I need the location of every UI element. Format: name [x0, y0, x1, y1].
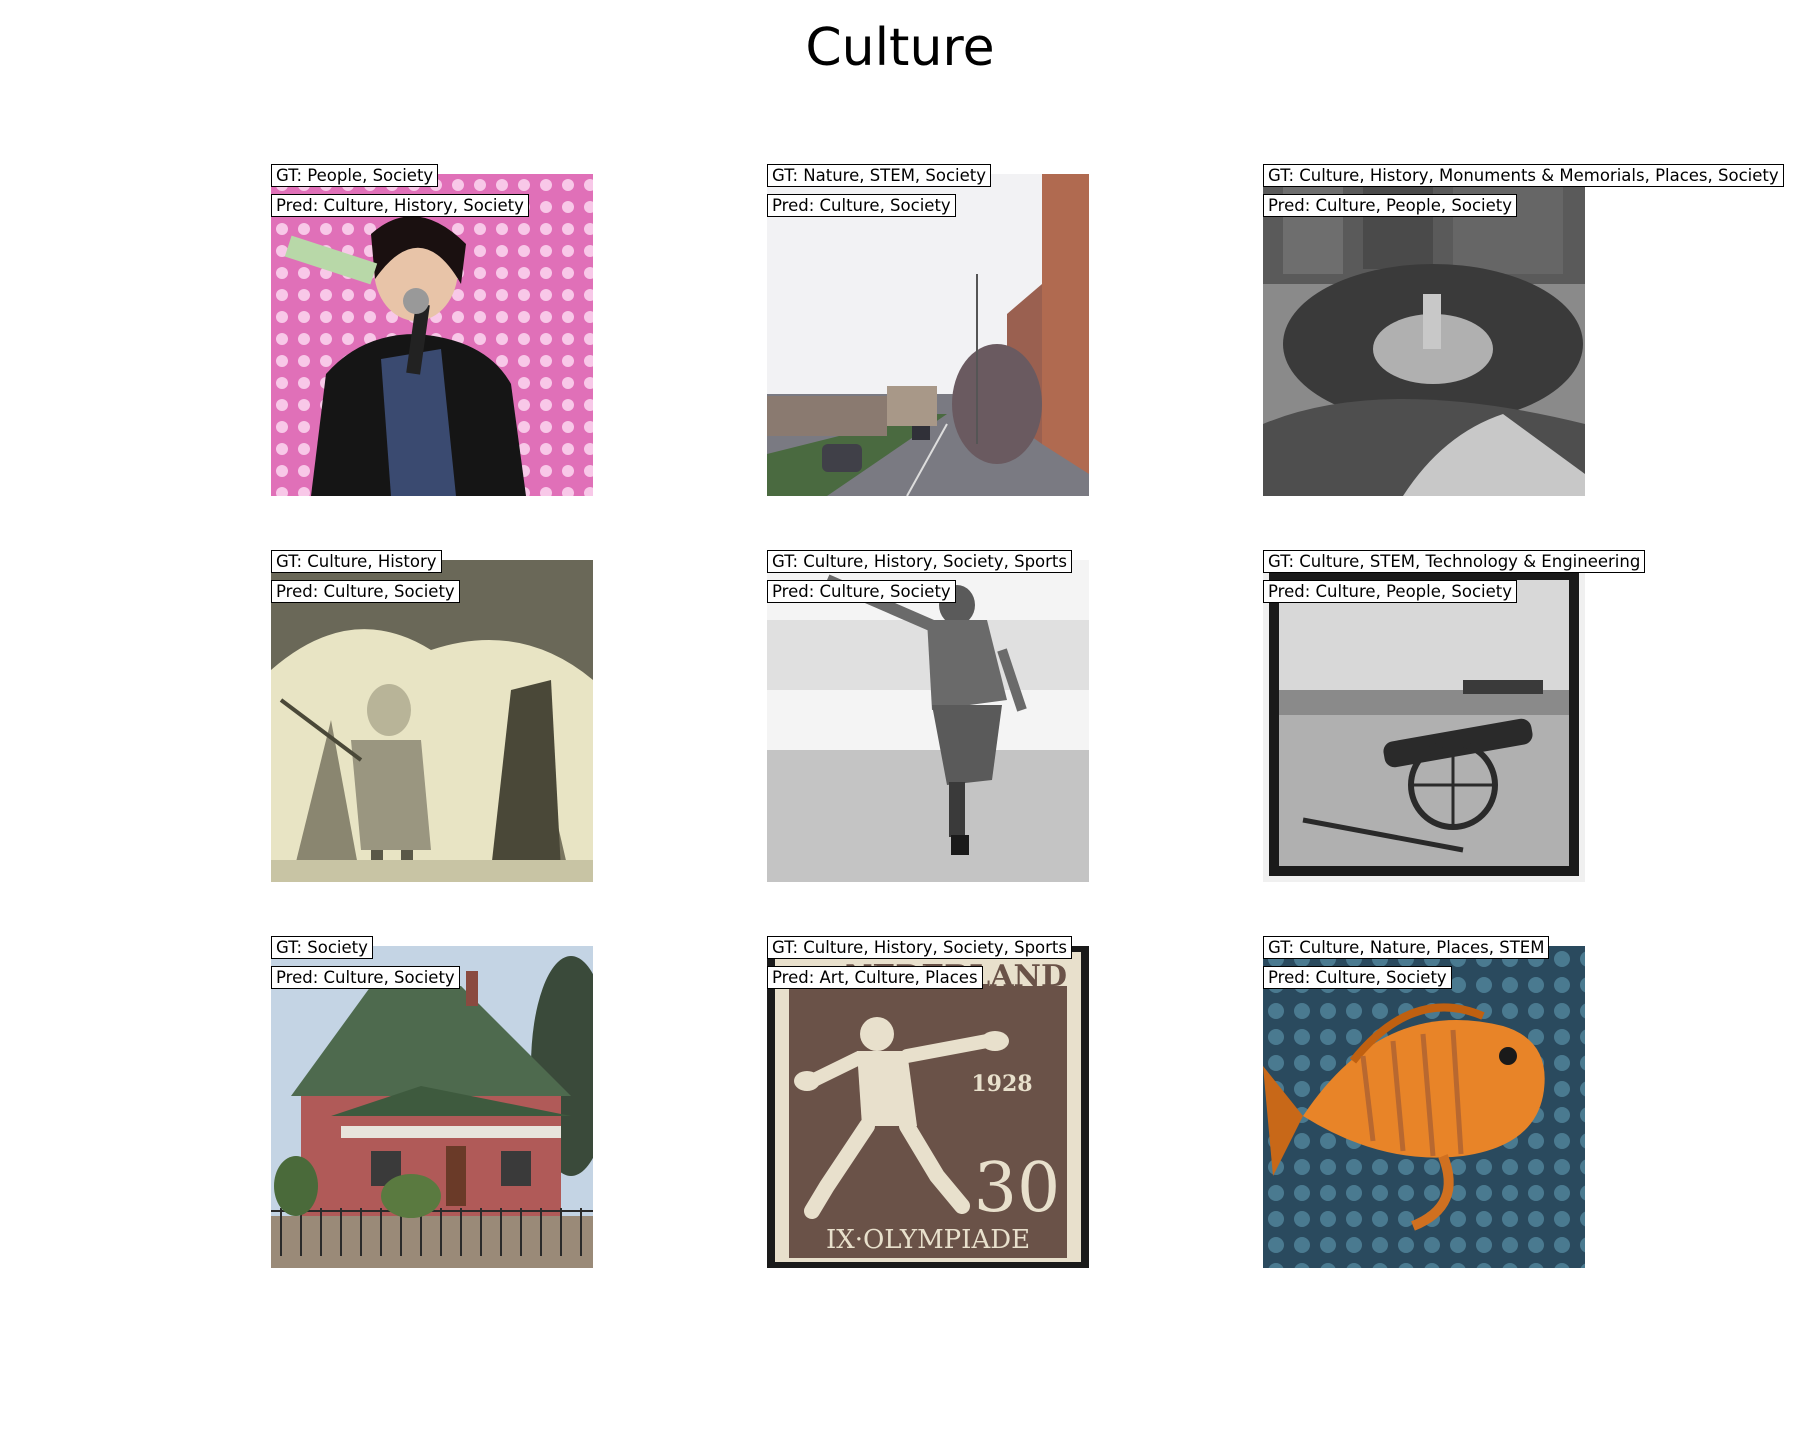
pred-label: Pred: Culture, People, Society	[1263, 194, 1517, 217]
pred-label: Pred: Culture, History, Society	[271, 194, 529, 217]
panel-6: GT: Culture, STEM, Technology & Engineer…	[1263, 550, 1646, 882]
engraving-illustration-image	[271, 560, 593, 882]
olympic-stamp-image: NEDERLAND 1928 30 IX·OLYMPIADE	[767, 946, 1089, 1268]
cannon-photo-image	[1263, 560, 1585, 882]
gt-label: GT: Culture, History, Society, Sports	[767, 936, 1073, 959]
panel-2: GT: Nature, STEM, Society Pred: Culture,…	[767, 164, 1089, 496]
pred-label: Pred: Culture, Society	[271, 966, 460, 989]
gt-label: GT: Culture, History, Society, Sports	[767, 550, 1073, 573]
red-brick-house-image	[271, 946, 593, 1268]
gt-label: GT: Culture, Nature, Places, STEM	[1263, 936, 1550, 959]
city-street-image	[767, 174, 1089, 496]
stamp-year: 1928	[971, 1071, 1032, 1097]
panel-5: GT: Culture, History, Society, Sports Pr…	[767, 550, 1089, 882]
gt-label: GT: Culture, History	[271, 550, 442, 573]
gt-label: GT: Culture, History, Monuments & Memori…	[1263, 164, 1784, 187]
panel-7: GT: Society Pred: Culture, Society	[271, 936, 593, 1268]
baseball-player-image	[767, 560, 1089, 882]
panel-3: GT: Culture, History, Monuments & Memori…	[1263, 164, 1784, 496]
pred-label: Pred: Culture, Society	[767, 194, 956, 217]
pred-label: Pred: Culture, People, Society	[1263, 580, 1517, 603]
gt-label: GT: Nature, STEM, Society	[767, 164, 992, 187]
panel-4: GT: Culture, History Pred: Culture, Soci…	[271, 550, 593, 882]
panel-8: NEDERLAND 1928 30 IX·OLYMPIADE GT: Cultu…	[767, 936, 1089, 1268]
panel-9: GT: Culture, Nature, Places, STEM Pred: …	[1263, 936, 1585, 1268]
figure-title: Culture	[805, 18, 995, 78]
panel-1: GT: People, Society Pred: Culture, Histo…	[271, 164, 593, 496]
woman-with-microphone-image	[271, 174, 593, 496]
gt-label: GT: Society	[271, 936, 373, 959]
gt-label: GT: People, Society	[271, 164, 439, 187]
pred-label: Pred: Culture, Society	[271, 580, 460, 603]
gt-label: GT: Culture, STEM, Technology & Engineer…	[1263, 550, 1646, 573]
stamp-value: 30	[974, 1149, 1061, 1228]
pred-label: Pred: Culture, Society	[1263, 966, 1452, 989]
stamp-bottom-text: IX·OLYMPIADE	[826, 1225, 1030, 1255]
historic-crowd-photo-image	[1263, 174, 1585, 496]
pred-label: Pred: Culture, Society	[767, 580, 956, 603]
pred-label: Pred: Art, Culture, Places	[767, 966, 983, 989]
orange-fish-image	[1263, 946, 1585, 1268]
